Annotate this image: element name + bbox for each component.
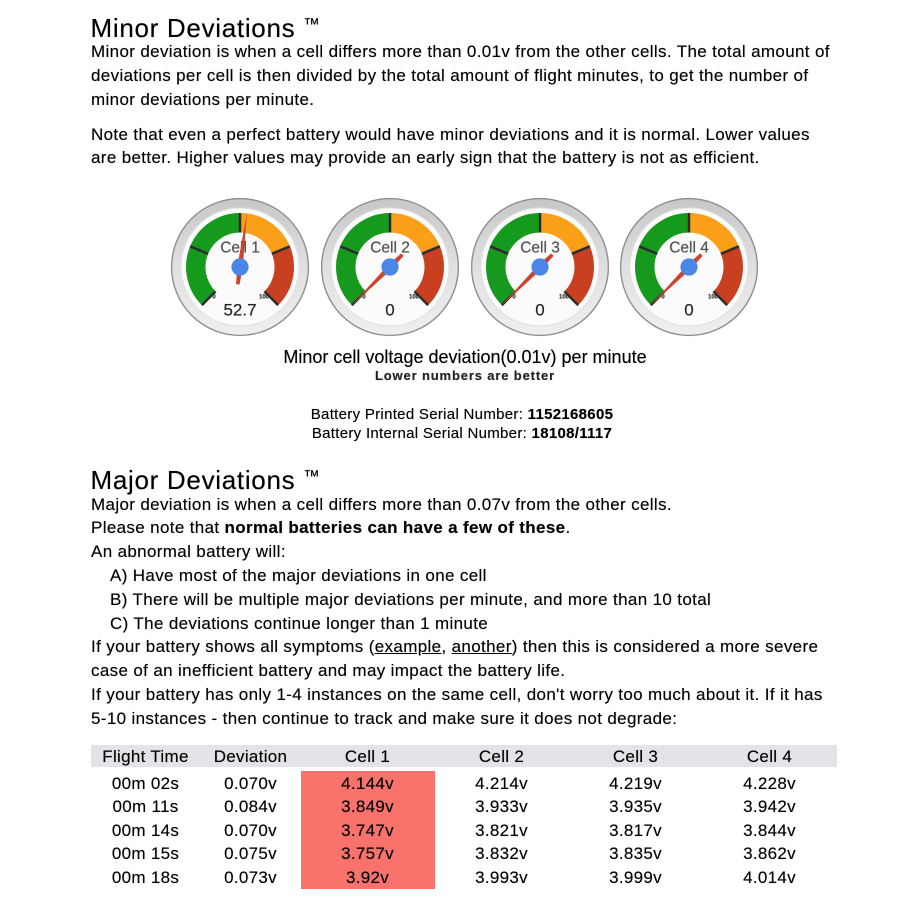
svg-text:0: 0 <box>213 294 217 300</box>
svg-text:100: 100 <box>708 294 719 300</box>
svg-text:100: 100 <box>409 294 420 300</box>
svg-text:52.7: 52.7 <box>224 300 257 319</box>
svg-text:100: 100 <box>559 294 570 300</box>
svg-text:Cell 3: Cell 3 <box>520 239 560 256</box>
svg-text:0: 0 <box>362 294 366 300</box>
svg-text:Cell 4: Cell 4 <box>669 239 709 256</box>
svg-text:0: 0 <box>385 300 394 319</box>
svg-text:100: 100 <box>259 294 270 300</box>
svg-text:0: 0 <box>685 300 694 319</box>
svg-text:0: 0 <box>512 294 516 300</box>
svg-text:0: 0 <box>662 294 666 300</box>
svg-text:Cell 2: Cell 2 <box>370 239 410 256</box>
svg-text:0: 0 <box>535 300 544 319</box>
svg-text:Cell 1: Cell 1 <box>220 239 260 256</box>
